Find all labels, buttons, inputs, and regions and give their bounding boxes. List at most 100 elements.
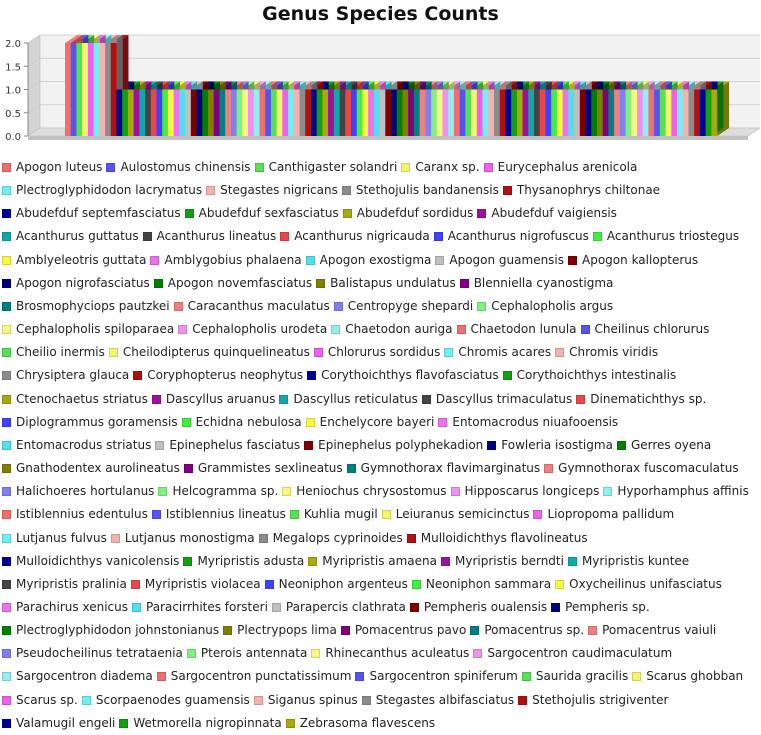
legend-swatch [381,510,391,520]
legend-item: Helcogramma sp. [158,480,278,503]
gridline [27,34,760,44]
legend-item: Istiblennius edentulus [2,503,148,526]
legend-swatch [2,510,11,520]
legend-label: Scorpaenodes guamensis [95,692,250,707]
bar [299,89,306,136]
legend-label: Chlorurus sordidus [327,345,441,360]
legend-label: Gymnothorax fuscomaculatus [558,461,739,476]
legend-item: Acanthurus nigrofuscus [433,225,589,248]
legend-label: Dascyllus reticulatus [293,391,418,406]
bar [413,89,420,136]
legend-swatch [567,556,577,566]
legend-swatch [502,371,512,381]
legend-label: Abudefduf sexfasciatus [198,206,339,221]
legend-label: Acanthurus nigricauda [294,229,430,244]
legend-swatch [305,255,315,265]
legend-item: Plectroglyphidodon lacrymatus [2,179,202,202]
bar [614,89,621,136]
y-tick-label: 1.5 [5,62,21,73]
legend-item: Leiuranus semicinctus [381,503,530,526]
bar [248,89,255,136]
bar [551,89,558,136]
bar [705,89,712,136]
legend-item: Balistapus undulatus [316,272,456,295]
legend-label: Apogon kallopterus [582,252,699,267]
legend-swatch [487,440,497,450]
legend-label: Caranx sp. [415,160,480,174]
bar [93,43,100,136]
legend-swatch [477,301,487,311]
legend-label: Balistapus undulatus [330,275,456,290]
legend-item: Grammistes sexlineatus [183,457,343,480]
bar [391,89,398,136]
legend-label: Neoniphon sammara [425,576,552,591]
legend-item: Halichoeres hortulanus [2,480,154,503]
legend-item: Parapercis clathrata [271,596,406,619]
bar [505,89,512,136]
legend-item: Echidna nebulosa [181,411,302,434]
legend-swatch [409,602,419,612]
legend-label: Liopropoma pallidum [547,507,675,522]
legend-label: Chromis viridis [569,345,659,360]
bar [276,89,283,136]
legend-item: Enchelycore bayeri [305,411,434,434]
legend-swatch [253,695,263,705]
legend-label: Eurycephalus arenicola [497,160,638,174]
bar [677,89,684,136]
bar [225,89,232,136]
bar [431,89,438,136]
bar [305,89,312,136]
bar [642,89,649,136]
legend-swatch [450,487,460,497]
bar [602,89,609,136]
bar [202,89,209,136]
legend-swatch [2,163,11,172]
legend-swatch [456,325,466,335]
legend-label: Lutjanus monostigma [124,530,255,545]
legend-item: Wetmorella nigropinnata [119,712,282,735]
legend-item: Cephalopholis urodeta [178,318,327,341]
legend-swatch [346,464,356,474]
legend-swatch [2,556,11,566]
legend-label: Plectrypops lima [237,623,337,638]
bar [219,89,226,136]
bar [322,89,329,136]
bar [259,89,266,136]
legend-swatch [588,626,598,636]
legend-label: Siganus spinus [267,692,358,707]
legend-item: Eurycephalus arenicola [483,156,638,179]
legend-label: Hyporhamphus affinis [617,484,749,499]
y-tick-label: 2.0 [5,39,21,50]
legend-label: Pempheris sp. [565,599,650,614]
chart-title: Genus Species Counts [262,3,499,25]
legend-item: Cheilio inermis [2,341,105,364]
legend-label: Halichoeres hortulanus [16,484,155,499]
bar [351,89,358,136]
legend-label: Cephalopholis argus [491,298,614,313]
legend-label: Pseudocheilinus tetrataenia [16,646,183,661]
legend-swatch [130,579,140,589]
bar [82,43,89,136]
legend-label: Zebrasoma flavescens [299,715,436,730]
legend-item: Gnathodentex aurolineatus [2,457,180,480]
legend-item: Myripristis pralinia [2,573,127,596]
legend-label: Pempheris oualensis [423,599,548,614]
legend-item: Hyporhamphus affinis [603,480,749,503]
legend-swatch [342,209,352,219]
bar [105,43,112,136]
legend-label: Mulloidichthys flavolineatus [420,530,588,545]
bar [213,89,220,136]
legend-item: Thysanophrys chiltonae [502,179,660,202]
legend-item: Acanthurus lineatus [142,225,276,248]
legend-swatch [2,533,11,543]
legend-swatch [307,371,317,381]
bar [448,89,455,136]
bar [116,89,123,136]
legend-swatch [151,394,161,404]
legend-swatch [156,672,166,682]
legend-swatch [271,602,281,612]
legend-item: Myripristis kuntee [567,550,689,573]
legend-label: Leiuranus semicinctus [395,507,530,522]
legend-item: Corythoichthys intestinalis [502,364,676,387]
legend-label: Cephalopholis urodeta [192,322,328,337]
